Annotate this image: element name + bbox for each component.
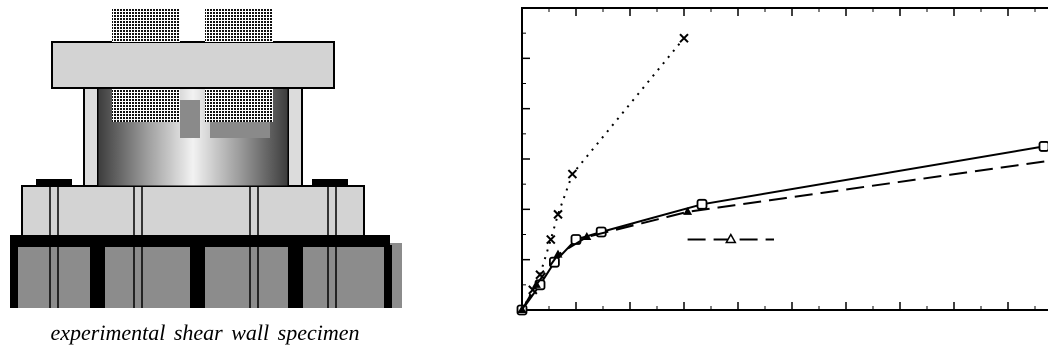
marker-x bbox=[679, 33, 689, 43]
specimen-caption: experimental shear wall specimen bbox=[50, 320, 360, 345]
series-3 bbox=[687, 233, 774, 244]
lower-slab bbox=[21, 185, 365, 237]
marker-square bbox=[534, 279, 546, 291]
chart-frame bbox=[521, 7, 1048, 311]
tie-rods bbox=[49, 186, 337, 308]
series-0 bbox=[517, 33, 689, 315]
marker-square bbox=[570, 234, 582, 245]
marker-x bbox=[528, 285, 538, 295]
top-loading-beam bbox=[51, 41, 335, 89]
left-column bbox=[83, 87, 99, 187]
series-2 bbox=[517, 159, 1048, 313]
marker-x bbox=[517, 305, 527, 315]
marker-square bbox=[1038, 141, 1048, 152]
anchor-posts bbox=[90, 247, 303, 308]
foundation-beam bbox=[10, 235, 390, 247]
marker-x bbox=[553, 209, 563, 220]
foundation-block bbox=[10, 243, 402, 308]
inner-load-cell-right bbox=[205, 88, 273, 122]
marker-square bbox=[549, 256, 560, 268]
marker-x bbox=[546, 234, 556, 245]
marker-x bbox=[535, 270, 545, 280]
marker-square bbox=[595, 226, 607, 238]
marker-square bbox=[696, 198, 708, 210]
right-column bbox=[287, 87, 303, 187]
series-1 bbox=[516, 141, 1048, 316]
series-line bbox=[521, 37, 685, 311]
marker-triangle-open bbox=[725, 233, 737, 244]
series-line bbox=[521, 145, 1045, 311]
marker-triangle-filled bbox=[683, 206, 693, 215]
series-line bbox=[521, 159, 1048, 311]
chart-series bbox=[516, 33, 1048, 316]
top-load-cell-left bbox=[112, 8, 180, 42]
marker-triangle-filled bbox=[582, 232, 592, 241]
marker-triangle-filled bbox=[553, 249, 563, 258]
marker-triangle-filled bbox=[517, 305, 527, 313]
chart-ticks bbox=[521, 7, 1036, 311]
top-load-cell-right bbox=[205, 8, 273, 42]
specimen-diagram bbox=[10, 8, 402, 308]
inner-load-cell-left bbox=[112, 88, 180, 122]
marker-x bbox=[567, 169, 578, 179]
marker-square bbox=[516, 304, 528, 316]
marker-triangle-filled bbox=[531, 279, 541, 288]
